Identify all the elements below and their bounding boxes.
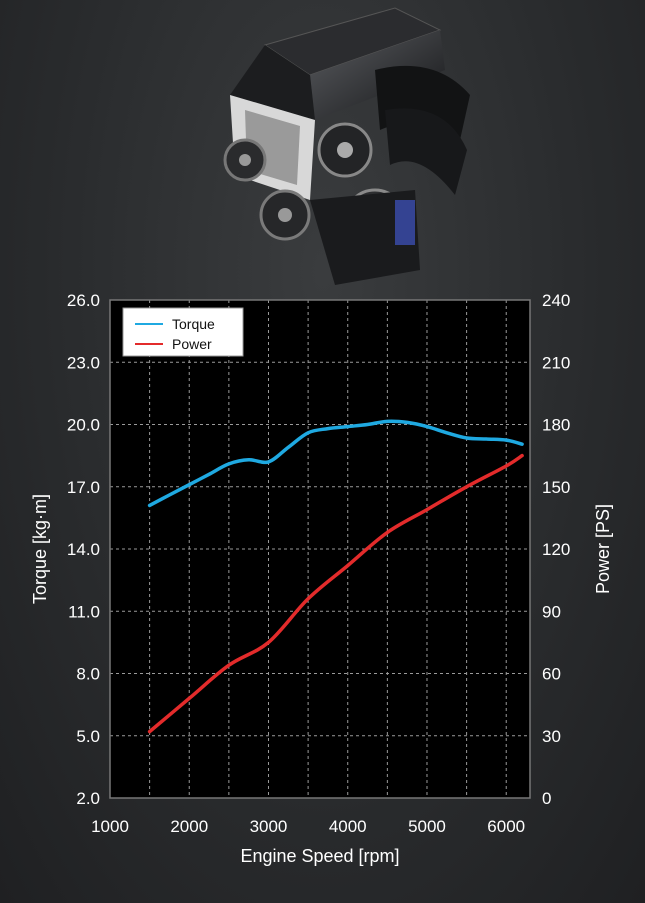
left-tick-label: 23.0 — [67, 353, 100, 372]
right-tick-label: 240 — [542, 291, 570, 310]
x-tick-label: 4000 — [329, 817, 367, 836]
x-axis-title: Engine Speed [rpm] — [240, 846, 399, 866]
left-tick-label: 11.0 — [68, 602, 100, 621]
legend-label-torque: Torque — [172, 316, 215, 332]
legend: Torque Power — [122, 307, 244, 357]
right-tick-label: 60 — [542, 665, 561, 684]
series-line-power — [147, 453, 524, 734]
x-axis-ticks: 1000 2000 3000 4000 5000 6000 — [91, 817, 525, 836]
x-tick-label: 3000 — [250, 817, 288, 836]
right-tick-label: 90 — [542, 602, 561, 621]
right-tick-label: 30 — [542, 727, 561, 746]
left-tick-label: 2.0 — [76, 789, 100, 808]
plot-frame — [109, 299, 531, 799]
right-tick-label: 120 — [542, 540, 570, 559]
left-tick-label: 17.0 — [67, 478, 100, 497]
series-lines — [147, 419, 524, 734]
left-axis-title: Torque [kg·m] — [30, 494, 50, 604]
series-line-torque — [147, 419, 524, 508]
right-tick-label: 180 — [542, 416, 570, 435]
left-tick-label: 14.0 — [67, 540, 100, 559]
engine-image — [223, 7, 470, 285]
left-tick-label: 20.0 — [67, 416, 100, 435]
left-tick-label: 5.0 — [76, 727, 100, 746]
x-tick-label: 5000 — [408, 817, 446, 836]
right-tick-label: 210 — [542, 353, 570, 372]
x-tick-label: 6000 — [487, 817, 525, 836]
right-tick-label: 150 — [542, 478, 570, 497]
left-tick-label: 26.0 — [67, 291, 100, 310]
right-tick-label: 0 — [542, 789, 551, 808]
grid-lines — [110, 300, 530, 798]
right-axis-ticks: 0 30 60 90 120 150 180 210 240 — [542, 291, 570, 808]
left-tick-label: 8.0 — [76, 665, 100, 684]
right-axis-title: Power [PS] — [593, 504, 613, 594]
x-tick-label: 1000 — [91, 817, 129, 836]
left-axis-ticks: 2.0 5.0 8.0 11.0 14.0 17.0 20.0 23.0 26.0 — [67, 291, 100, 808]
x-tick-label: 2000 — [170, 817, 208, 836]
legend-label-power: Power — [172, 336, 212, 352]
